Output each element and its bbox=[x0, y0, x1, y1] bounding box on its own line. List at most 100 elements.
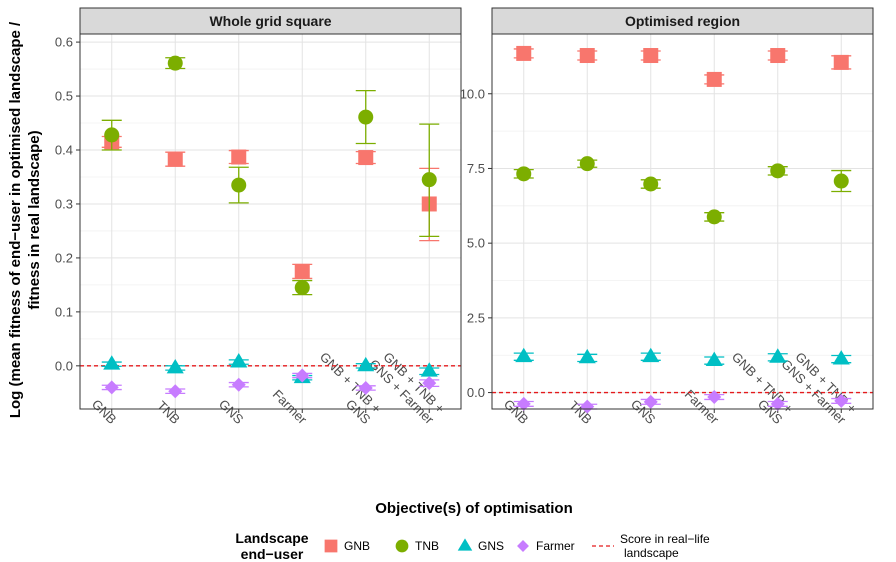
data-point-gns bbox=[832, 350, 850, 365]
data-point-farmer bbox=[358, 380, 373, 395]
legend-key-gns bbox=[457, 538, 473, 551]
y-tick-label: 5.0 bbox=[467, 236, 485, 251]
y-axis-title-line-2: fitness in real landscape) bbox=[26, 130, 43, 309]
x-tick-label-line: TNB bbox=[566, 398, 595, 427]
y-tick-label: 0.4 bbox=[55, 143, 73, 158]
data-point-tnb bbox=[294, 280, 310, 296]
data-point-gns bbox=[230, 353, 248, 368]
panel-strip bbox=[491, 7, 874, 35]
data-point-gnb bbox=[706, 71, 722, 87]
panel-1: Whole grid square 0.0 0.1 0.2 0.3 0.4 0.5 0.6 GN… bbox=[55, 7, 462, 428]
x-tick-label-line: Farmer bbox=[270, 387, 311, 428]
data-point-gnb bbox=[231, 149, 247, 165]
panel-strip bbox=[79, 7, 462, 35]
data-point-gnb bbox=[167, 151, 183, 167]
data-point-tnb bbox=[770, 163, 786, 179]
data-point-gns bbox=[357, 356, 375, 372]
data-point-tnb bbox=[833, 173, 849, 189]
data-point-farmer bbox=[231, 377, 246, 392]
y-tick-label: 0.0 bbox=[467, 385, 485, 400]
data-point-gns bbox=[166, 358, 184, 374]
data-point-farmer bbox=[295, 368, 310, 383]
x-tick-label: GNB + TNB +GNS + Farmer bbox=[778, 349, 859, 427]
data-point-tnb bbox=[421, 172, 437, 188]
x-tick-label: GNS bbox=[216, 396, 247, 427]
legend-title-line-2: end−user bbox=[241, 546, 304, 562]
data-point-farmer bbox=[834, 393, 849, 408]
data-point-gns bbox=[103, 355, 121, 370]
x-tick-label: TNB bbox=[566, 398, 595, 427]
x-axis-title: Objective(s) of optimisation bbox=[375, 500, 573, 517]
data-point-farmer bbox=[516, 396, 531, 411]
panel-border bbox=[79, 33, 462, 410]
legend-item-farmer: Farmer bbox=[517, 539, 575, 553]
data-point-tnb bbox=[516, 166, 532, 182]
legend-item-tnb: TNB bbox=[395, 539, 439, 553]
legend-key-farmer bbox=[517, 540, 529, 552]
legend-label: GNS bbox=[478, 539, 504, 553]
legend-label: Farmer bbox=[536, 539, 575, 553]
data-point-gns bbox=[705, 351, 723, 366]
y-tick-label: 0.3 bbox=[55, 196, 73, 211]
data-point-farmer bbox=[104, 380, 119, 395]
data-point-farmer bbox=[422, 376, 437, 391]
x-tick-label: TNB bbox=[154, 398, 183, 427]
x-tick-label-line: GNB bbox=[89, 396, 120, 427]
legend-reference-label-line-1: Score in real−life bbox=[620, 532, 710, 546]
data-point-gns bbox=[420, 362, 438, 377]
data-point-gnb bbox=[770, 48, 786, 64]
data-point-gnb bbox=[579, 48, 595, 64]
data-point-gnb bbox=[516, 45, 532, 61]
panel-border bbox=[491, 33, 874, 410]
y-tick-label: 0.2 bbox=[55, 250, 73, 265]
panels: Whole grid square 0.0 0.1 0.2 0.3 0.4 0.5 0.6 GN… bbox=[55, 7, 874, 428]
y-axis-title: Log (mean fitness of end−user in optimis… bbox=[7, 21, 43, 418]
panel-title: Optimised region bbox=[625, 13, 740, 29]
legend-title-line-1: Landscape bbox=[235, 530, 308, 546]
data-point-tnb bbox=[231, 177, 247, 193]
data-point-farmer bbox=[770, 396, 785, 411]
data-point-tnb bbox=[579, 156, 595, 172]
data-point-gnb bbox=[643, 48, 659, 64]
x-tick-label-line: TNB bbox=[154, 398, 183, 427]
y-tick-label: 0.6 bbox=[55, 35, 73, 50]
data-point-farmer bbox=[168, 384, 183, 399]
x-tick-label: Farmer bbox=[270, 387, 311, 428]
data-point-gns bbox=[578, 348, 596, 364]
data-point-gns bbox=[642, 347, 660, 363]
data-point-tnb bbox=[167, 55, 183, 71]
data-point-tnb bbox=[706, 209, 722, 225]
data-point-farmer bbox=[707, 390, 722, 405]
y-axis-title-line-1: Log (mean fitness of end−user in optimis… bbox=[7, 21, 24, 418]
data-point-gnb bbox=[833, 54, 849, 70]
legend-key-tnb bbox=[395, 539, 409, 553]
data-point-tnb bbox=[104, 127, 120, 143]
panel-title: Whole grid square bbox=[209, 13, 331, 29]
data-point-farmer bbox=[643, 394, 658, 409]
y-tick-label: 0.1 bbox=[55, 304, 73, 319]
data-point-tnb bbox=[643, 176, 659, 192]
legend-label: TNB bbox=[415, 539, 439, 553]
y-tick-label: 7.5 bbox=[467, 161, 485, 176]
legend-item-gnb: GNB bbox=[324, 539, 370, 553]
data-point-gnb bbox=[294, 263, 310, 279]
y-tick-label: 10.0 bbox=[460, 86, 485, 101]
legend-reference-label-line-2: landscape bbox=[624, 546, 679, 560]
legend-item-gns: GNS bbox=[457, 538, 504, 553]
legend-key-gnb bbox=[324, 539, 338, 553]
y-tick-label: 0.5 bbox=[55, 89, 73, 104]
x-tick-label: GNB bbox=[89, 396, 120, 427]
data-point-gns bbox=[769, 348, 787, 363]
y-tick-label: 2.5 bbox=[467, 310, 485, 325]
legend-label: GNB bbox=[344, 539, 370, 553]
data-point-tnb bbox=[358, 109, 374, 125]
legend: Landscape end−user GNB TNB GNS Farmer Score… bbox=[235, 530, 710, 562]
legend-items: GNB TNB GNS Farmer bbox=[324, 538, 575, 553]
data-point-farmer bbox=[580, 399, 595, 414]
y-tick-label: 0.0 bbox=[55, 358, 73, 373]
data-point-gns bbox=[515, 347, 533, 363]
x-tick-label-line: GNS bbox=[216, 396, 247, 427]
data-point-gnb bbox=[358, 150, 374, 166]
